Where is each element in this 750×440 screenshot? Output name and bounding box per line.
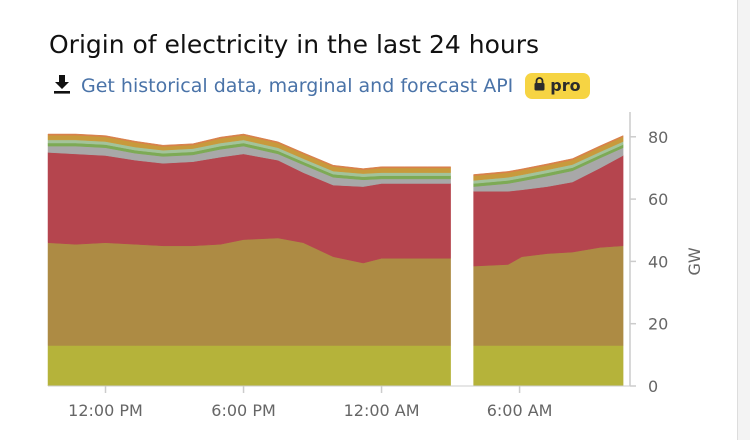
chart-title: Origin of electricity in the last 24 hou… [49, 30, 540, 59]
area-battery-seg1 [47, 133, 451, 171]
y-tick-label: 0 [648, 377, 658, 396]
y-tick-label: 60 [648, 190, 668, 209]
electricity-origin-chart: 0 20 40 60 80 GW 12:00 PM 6:00 PM 12:00 AM 6:00 A… [47, 112, 704, 420]
api-link-row[interactable]: Get historical data, marginal and foreca… [51, 71, 590, 101]
x-tick-label: 6:00 PM [211, 401, 275, 420]
download-icon[interactable] [51, 73, 73, 99]
y-tick-label: 80 [648, 128, 668, 147]
y-axis-label: GW [685, 247, 704, 275]
area-solar-seg1 [47, 345, 451, 387]
stacked-areas [47, 133, 624, 387]
x-tick-label: 12:00 AM [344, 401, 420, 420]
area-solar-seg2 [473, 345, 624, 387]
pro-badge-label: pro [550, 76, 581, 95]
area-battery-seg2 [473, 135, 624, 176]
y-tick-label: 20 [648, 315, 668, 334]
pro-badge[interactable]: pro [525, 73, 590, 99]
lock-icon [534, 76, 545, 95]
historical-data-api-link[interactable]: Get historical data, marginal and foreca… [81, 75, 514, 97]
y-tick-label: 40 [648, 252, 668, 271]
x-tick-label: 6:00 AM [487, 401, 553, 420]
scrollbar-edge [737, 0, 750, 440]
x-tick-label: 12:00 PM [68, 401, 143, 420]
axes: 0 20 40 60 80 GW 12:00 PM 6:00 PM 12:00 AM 6:00 A… [48, 112, 704, 420]
